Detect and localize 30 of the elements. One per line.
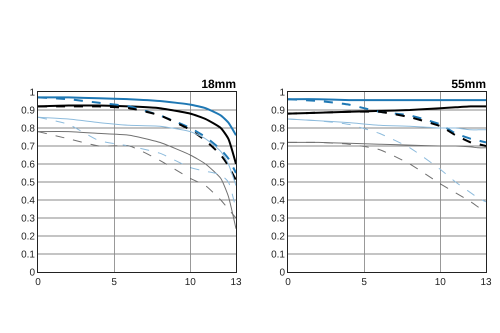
x-tick-label: 10 — [184, 277, 196, 288]
y-tick-label: 0.9 — [21, 106, 36, 116]
y-tick-label: 0.5 — [271, 178, 286, 188]
y-tick-label: 0.9 — [271, 106, 286, 116]
y-tick-label: 0.3 — [21, 214, 36, 224]
x-tick-label: 10 — [434, 277, 446, 288]
y-tick-label: 0.7 — [21, 142, 36, 152]
y-tick-label: 0 — [279, 268, 286, 278]
y-tick-label: 0.2 — [271, 232, 286, 242]
y-tick-label: 0.6 — [21, 160, 36, 170]
y-tick-label: 0.1 — [21, 250, 36, 260]
y-tick-label: 0.8 — [271, 124, 286, 134]
x-tick-label: 5 — [111, 277, 118, 288]
y-tick-label: 0.3 — [271, 214, 286, 224]
y-tick-label: 0.5 — [21, 178, 36, 188]
y-tick-label: 1 — [279, 88, 286, 98]
y-tick-label: 0.6 — [271, 160, 286, 170]
y-tick-label: 0.2 — [21, 232, 36, 242]
chart-title: 55mm — [451, 77, 486, 91]
chart-title: 18mm — [201, 77, 236, 91]
y-tick-label: 0.1 — [271, 250, 286, 260]
y-tick-label: 1 — [29, 88, 36, 98]
y-tick-label: 0 — [29, 268, 36, 278]
y-tick-label: 0.7 — [271, 142, 286, 152]
x-tick-label: 5 — [361, 277, 368, 288]
x-tick-label: 13 — [480, 277, 492, 288]
y-tick-label: 0.4 — [21, 196, 36, 206]
y-tick-label: 0.4 — [271, 196, 286, 206]
x-tick-label: 13 — [230, 277, 242, 288]
y-tick-label: 0.8 — [21, 124, 36, 134]
